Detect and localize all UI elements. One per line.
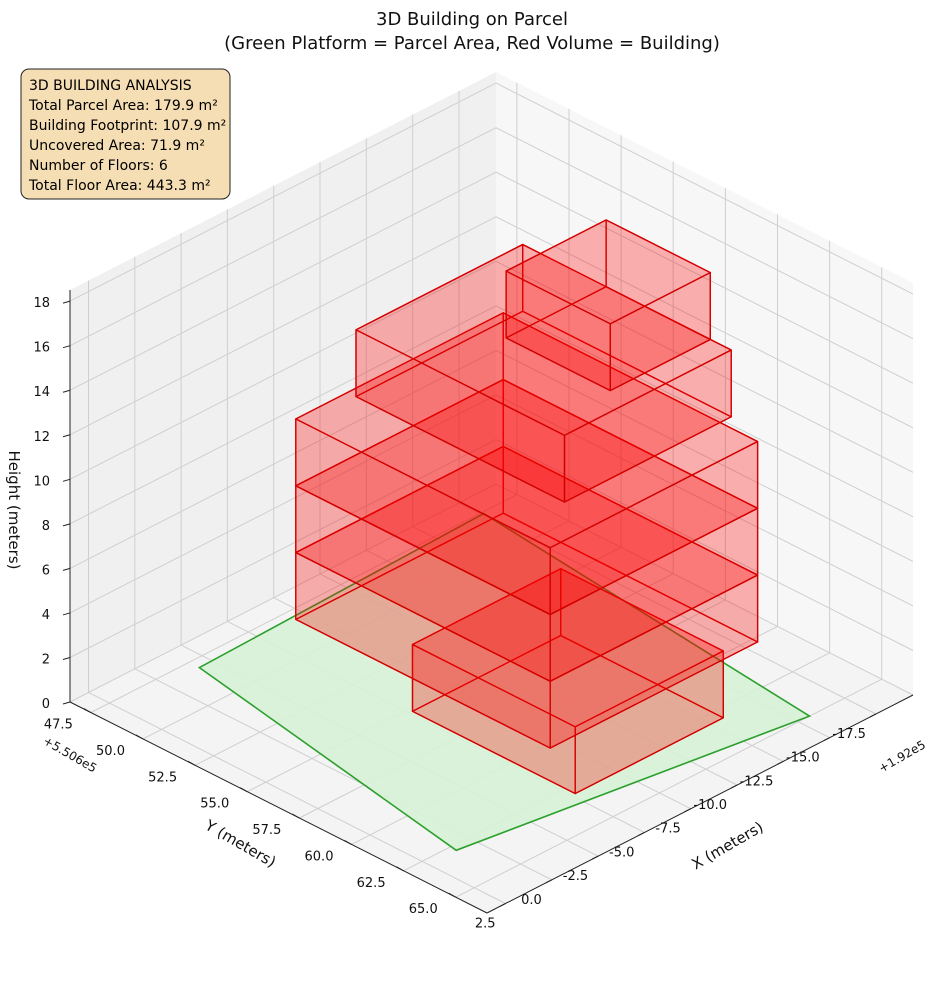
y-tick-label: 62.5: [357, 876, 386, 891]
x-tick-label: -5.0: [609, 845, 634, 860]
z-tick-label: 8: [42, 519, 50, 534]
y-offset-label: +5.506e5: [41, 734, 99, 776]
floor-3: [295, 378, 759, 682]
grid-line-z: [69, 349, 914, 569]
x-tick-mark: [545, 879, 553, 884]
z-tick-label: 0: [42, 697, 50, 712]
x-tick-mark: [591, 855, 599, 860]
y-tick-mark: [344, 839, 352, 845]
info-line-uncovered: Uncovered Area: 71.9 m²: [29, 138, 205, 154]
y-tick-mark: [187, 760, 196, 766]
x-tick-mark: [869, 713, 877, 718]
grid-line-z: [69, 305, 914, 525]
info-line-floors: Number of Floors: 6: [29, 158, 168, 174]
x-tick-label: -12.5: [740, 774, 774, 789]
y-tick-label: 52.5: [148, 770, 177, 785]
z-tick-mark: [62, 701, 71, 705]
y-tick-label: 55.0: [200, 797, 229, 812]
floor-face: [411, 568, 724, 728]
z-tick-mark: [62, 300, 71, 304]
y-tick-label: 65.0: [409, 902, 438, 917]
z-tick-label: 12: [33, 430, 50, 445]
left-wall-pane: [70, 72, 496, 702]
x-axis-label: X (meters): [688, 818, 766, 873]
y-tick-mark: [83, 708, 92, 713]
x-tick-mark: [499, 903, 506, 907]
z-tick-mark: [62, 612, 71, 616]
grid-line-z: [69, 127, 914, 347]
info-box-title: 3D BUILDING ANALYSIS: [29, 78, 192, 94]
floor-face: [505, 219, 711, 325]
z-tick-mark: [62, 656, 71, 660]
tick-labels: -17.5 -15.0 -12.5 -10.0 -7.5 -5.0 -2.5 0.0 2.5 47…: [33, 296, 877, 932]
x-tick-mark: [777, 760, 784, 765]
z-tick-mark: [62, 523, 71, 527]
grid-line-z: [69, 171, 914, 391]
x-tick-label: -17.5: [832, 727, 866, 742]
z-tick-label: 4: [42, 608, 50, 623]
x-tick-label: -7.5: [655, 822, 680, 837]
y-tick-mark: [135, 734, 144, 740]
floor-face: [355, 243, 732, 436]
floor-face: [295, 312, 759, 549]
grid-line-z: [69, 438, 914, 658]
chart-title: 3D Building on Parcel: [376, 9, 568, 30]
z-tick-label: 16: [33, 341, 50, 356]
z-tick-mark: [62, 567, 71, 571]
chart-subtitle: (Green Platform = Parcel Area, Red Volum…: [224, 33, 720, 54]
floor-2: [295, 445, 759, 749]
y-tick-mark: [292, 813, 300, 819]
x-tick-mark: [684, 808, 691, 813]
x-tick-mark: [823, 737, 830, 742]
grid-line-z: [69, 394, 914, 614]
parcel-platform: [197, 512, 812, 852]
z-tick-label: 18: [33, 296, 50, 311]
y-tick-label: 60.0: [305, 849, 334, 864]
grid-line-z: [69, 216, 914, 436]
info-line-parcel-area: Total Parcel Area: 179.9 m²: [28, 98, 218, 114]
info-box-background: [20, 68, 231, 200]
x-offset-label: +1.92e5: [876, 738, 928, 776]
x-tick-label: -10.0: [693, 798, 727, 813]
z-tick-mark: [62, 478, 71, 482]
floor-6: [505, 219, 711, 392]
y-tick-mark: [239, 787, 248, 793]
grid-line-z: [69, 483, 914, 703]
z-axis-label: Height (meters): [5, 451, 23, 570]
y-tick-label: 47.5: [44, 718, 73, 733]
y-tick-mark: [396, 866, 404, 872]
x-tick-label: -15.0: [786, 751, 820, 766]
x-axis-line: [486, 694, 914, 914]
y-tick-label: 50.0: [96, 744, 125, 759]
z-tick-label: 2: [42, 652, 50, 667]
x-tick-mark: [730, 784, 738, 789]
info-line-floor-area: Total Floor Area: 443.3 m²: [28, 178, 211, 194]
z-tick-label: 14: [33, 385, 50, 400]
building-volume: [295, 219, 759, 795]
floor-4: [295, 312, 759, 616]
x-tick-label: -2.5: [563, 869, 588, 884]
info-box: 3D BUILDING ANALYSIS Total Parcel Area: …: [20, 68, 231, 200]
grid-line-z: [69, 82, 914, 302]
x-tick-label: 0.0: [521, 893, 542, 908]
y-tick-label: 57.5: [252, 823, 281, 838]
floor-5: [355, 243, 732, 503]
z-tick-mark: [62, 389, 71, 393]
info-line-footprint: Building Footprint: 107.9 m²: [29, 118, 226, 134]
z-tick-label: 10: [33, 474, 50, 489]
z-tick-mark: [62, 434, 71, 438]
z-tick-mark: [62, 345, 71, 349]
x-tick-label: 2.5: [475, 917, 496, 932]
right-wall-pane: [496, 72, 913, 695]
y-tick-mark: [448, 892, 456, 898]
parcel-polygon: [197, 512, 812, 852]
x-tick-mark: [638, 831, 645, 836]
z-tick-label: 6: [42, 563, 50, 578]
grid-line-z: [69, 260, 914, 480]
